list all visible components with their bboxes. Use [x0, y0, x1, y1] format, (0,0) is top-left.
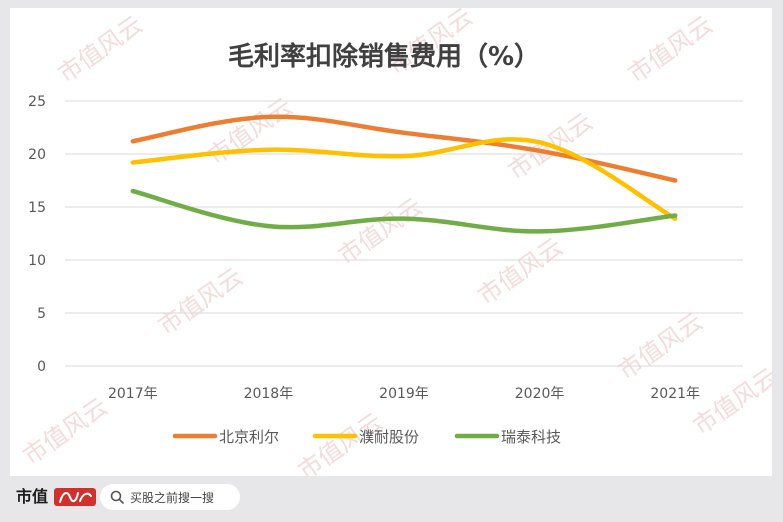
series-line — [130, 188, 678, 234]
series-lines — [130, 114, 678, 234]
y-tick-label: 0 — [37, 359, 46, 375]
watermark-text: 市值风云 — [53, 10, 148, 88]
watermark-text: 市值风云 — [473, 232, 568, 310]
y-tick-label: 15 — [28, 200, 46, 216]
y-tick-label: 20 — [28, 147, 46, 163]
legend-label: 瑞泰科技 — [501, 428, 561, 446]
chart-card: 市值风云 市值风云 市值风云 市值风云 市值风云 市值风云 市值风云 市值风云 市值风云 市值风云… — [10, 8, 772, 476]
y-tick-label: 25 — [28, 94, 46, 110]
watermark-text: 市值风云 — [613, 307, 708, 385]
legend-label: 濮耐股份 — [359, 428, 419, 446]
series-line — [130, 137, 678, 221]
watermark-text: 市值风云 — [333, 192, 428, 270]
chart-title: 毛利率扣除销售费用（%） — [228, 41, 540, 72]
brand-name: 市值 — [16, 487, 49, 506]
y-axis-ticks: 0 5 10 15 20 25 — [28, 94, 46, 375]
x-axis-ticks: 2017年 2018年 2019年 2020年 2021年 — [108, 386, 700, 402]
footer-bar: 市值 买股之前搜一搜 — [0, 478, 783, 522]
x-tick-label: 2020年 — [515, 386, 565, 402]
x-tick-label: 2021年 — [650, 386, 700, 402]
y-tick-label: 5 — [37, 306, 46, 322]
watermark-text: 市值风云 — [623, 10, 718, 88]
x-tick-label: 2018年 — [244, 386, 294, 402]
search-icon — [110, 490, 124, 504]
legend: 北京利尔 濮耐股份 瑞泰科技 — [172, 428, 561, 446]
search-box[interactable]: 买股之前搜一搜 — [100, 484, 240, 510]
watermark-text: 市值风云 — [203, 92, 298, 170]
search-placeholder: 买股之前搜一搜 — [130, 490, 215, 505]
watermark-text: 市值风云 — [688, 362, 772, 440]
feng-yun-logo-icon — [54, 488, 96, 506]
y-tick-label: 10 — [28, 253, 46, 269]
x-tick-label: 2017年 — [108, 386, 158, 402]
legend-label: 北京利尔 — [219, 428, 279, 446]
watermark-text: 市值风云 — [18, 392, 113, 470]
x-tick-label: 2019年 — [379, 386, 429, 402]
watermark-text: 市值风云 — [153, 262, 248, 340]
